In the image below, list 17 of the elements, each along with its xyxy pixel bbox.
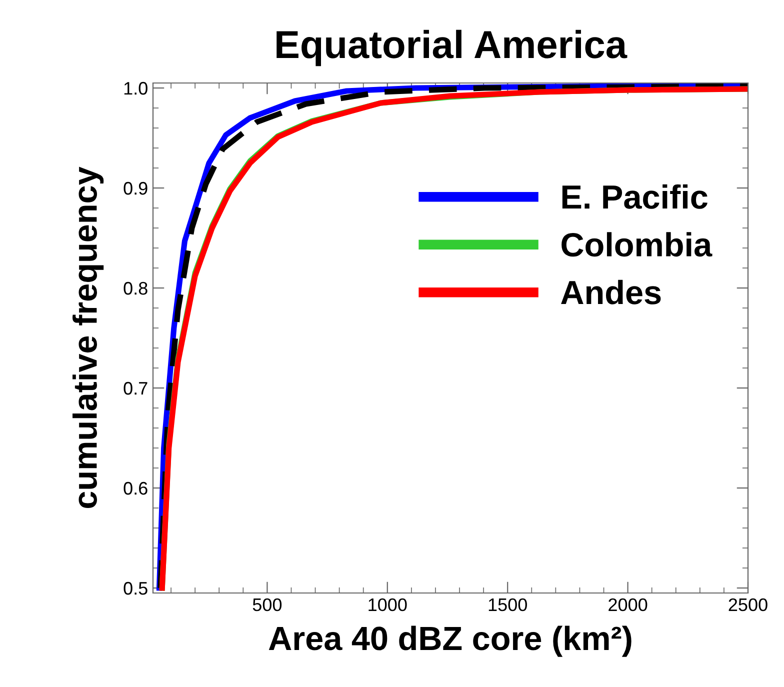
- y-tick-label: 0.5: [124, 582, 148, 595]
- x-tick-label: 2500: [728, 598, 768, 612]
- y-tick-label: 0.9: [124, 182, 148, 195]
- chart-title: Equatorial America: [276, 30, 628, 66]
- y-tick-label: 1.0: [124, 82, 148, 95]
- x-tick-label: 1000: [368, 598, 407, 612]
- legend-label: E. Pacific: [562, 184, 708, 209]
- y-tick-label: 0.8: [124, 282, 148, 295]
- x-tick-label: 1500: [488, 598, 527, 612]
- y-tick-label: 0.6: [124, 482, 148, 495]
- legend-label: Colombia: [562, 232, 712, 257]
- x-tick-label: 500: [252, 598, 282, 612]
- y-axis-title: cumulative frequency: [72, 166, 104, 508]
- x-axis-title: Area 40 dBZ core (km²): [268, 626, 632, 657]
- legend-label: Andes: [561, 280, 661, 304]
- x-tick-label: 2000: [608, 598, 648, 612]
- y-tick-label: 0.7: [124, 382, 148, 395]
